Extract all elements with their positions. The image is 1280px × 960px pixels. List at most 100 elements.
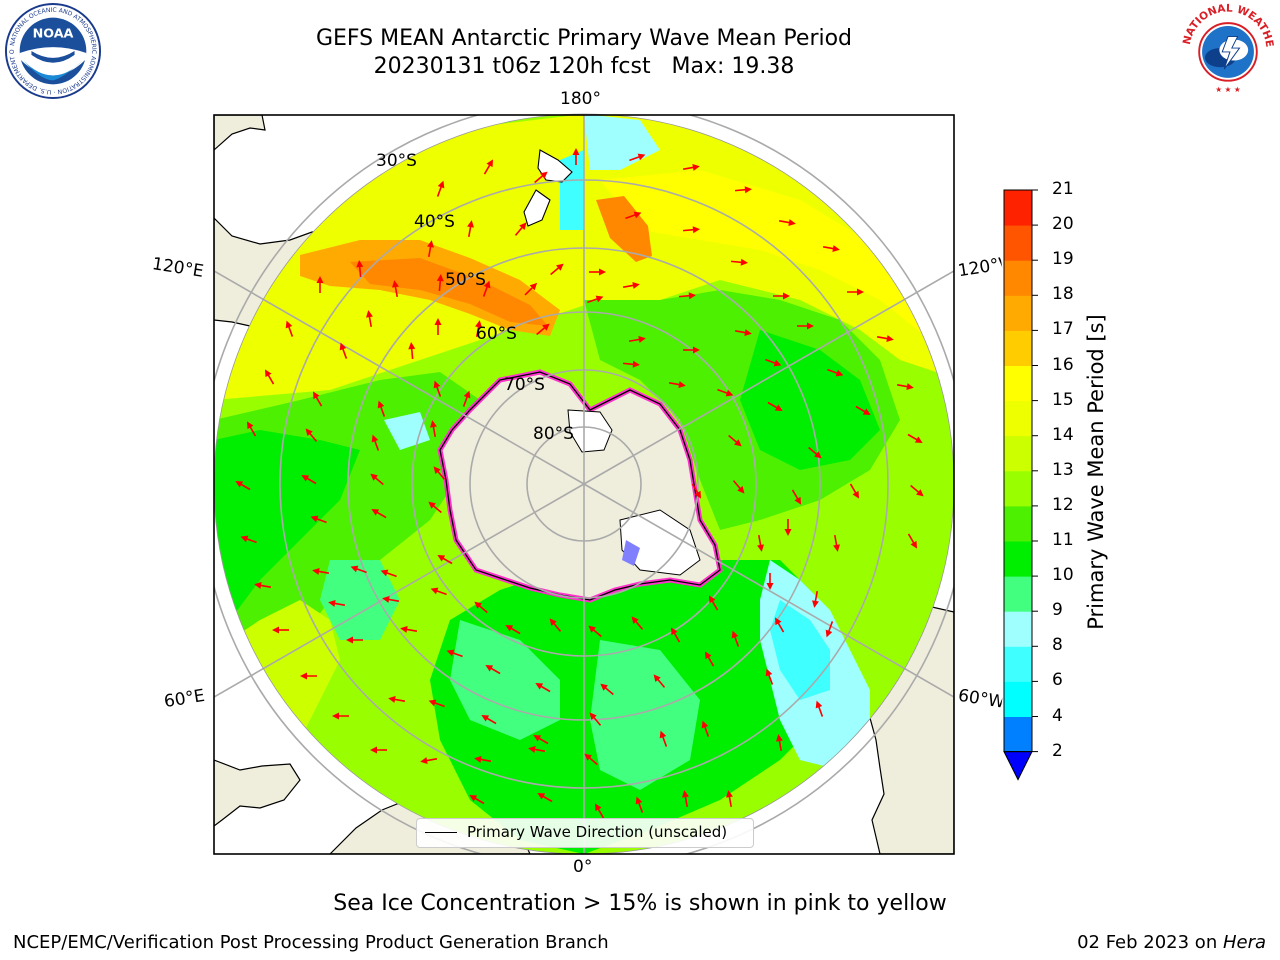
wave-direction-arrow [483, 159, 493, 175]
wave-direction-arrow [907, 533, 917, 549]
wave-direction-arrow [247, 421, 257, 437]
lat-label-70s: 70°S [504, 375, 545, 395]
wave-direction-arrow [469, 795, 485, 805]
wave-direction-arrow [474, 756, 492, 763]
colorbar-segment [1004, 400, 1032, 437]
wave-direction-arrow [584, 753, 598, 766]
wave-direction-arrow [766, 573, 774, 590]
wave-direction-arrow [791, 489, 801, 505]
wave-direction-arrow [631, 616, 644, 630]
wave-direction-arrow [659, 730, 668, 747]
colorbar-tick-label: 20 [1052, 214, 1074, 235]
wave-direction-arrow [728, 434, 742, 447]
svg-text:NOAA: NOAA [33, 26, 74, 41]
wave-direction-arrow [833, 534, 840, 552]
wave-direction-arrow [240, 535, 257, 544]
wave-direction-arrow [732, 480, 745, 494]
wave-direction-arrow [430, 587, 447, 596]
graticule [214, 115, 954, 854]
wave-direction-arrow [876, 335, 894, 342]
colorbar-extend-arrow [1003, 751, 1033, 781]
nws-logo-icon: NATIONAL WEATHER SERVICE ★ ★ ★ [1180, 2, 1275, 97]
wave-direction-arrow [808, 446, 822, 459]
wave-direction-arrow [731, 630, 740, 647]
colorbar-tick-label: 4 [1052, 705, 1063, 726]
wave-direction-arrow [587, 295, 604, 304]
wave-direction-arrow [595, 803, 605, 819]
colorbar-segment [1004, 716, 1032, 753]
chart-subtitle: 20230131 t06z 120h fcst Max: 19.38 [373, 54, 795, 79]
wave-direction-arrow [272, 626, 289, 634]
wave-direction-arrow [812, 590, 819, 608]
wave-direction-arrow [533, 735, 549, 745]
wave-direction-arrow [428, 699, 445, 708]
lat-label-40s: 40°S [414, 212, 455, 232]
wave-direction-arrow [346, 636, 363, 644]
wave-direction-arrow [778, 219, 796, 226]
wave-direction-arrow [765, 358, 782, 367]
map-legend: Primary Wave Direction (unscaled) [416, 818, 754, 848]
wave-direction-arrow [534, 171, 548, 184]
footer-date: 02 Feb 2023 on Hera [1077, 932, 1266, 953]
wave-direction-arrow [356, 260, 364, 278]
colorbar-tick-label: 16 [1052, 354, 1074, 375]
lat-label-30s: 30°S [376, 151, 417, 171]
wave-direction-arrow [339, 342, 348, 359]
wave-direction-arrow [301, 475, 317, 485]
wave-direction-arrow [475, 320, 482, 338]
colorbar-segment [1004, 365, 1032, 402]
wave-direction-arrow [420, 757, 438, 764]
wave-direction-arrow [691, 483, 701, 499]
colorbar-tick-label: 21 [1052, 179, 1074, 199]
colorbar-tick-label: 12 [1052, 494, 1074, 515]
wave-direction-arrow [767, 401, 783, 411]
wave-direction-arrow [536, 323, 550, 336]
wave-direction-arrow [467, 220, 474, 238]
wave-direction-arrow [730, 258, 748, 266]
lat-label-50s: 50°S [445, 270, 486, 290]
wave-direction-arrow [370, 746, 387, 754]
wave-direction-arrow [505, 625, 521, 635]
wave-direction-arrow [773, 292, 790, 300]
wave-direction-arrow [312, 568, 330, 575]
colorbar-segment [1004, 295, 1032, 331]
colorbar-tick-label: 13 [1052, 459, 1074, 480]
colorbar-tick-label: 8 [1052, 635, 1063, 656]
svg-text:★ ★ ★: ★ ★ ★ [1215, 85, 1241, 94]
wave-direction-arrow [629, 153, 646, 162]
colorbar-tick-label: 10 [1052, 565, 1074, 586]
wave-direction-arrow [436, 180, 445, 197]
lon-label-0: 0° [573, 857, 593, 877]
wave-direction-arrow [653, 674, 666, 688]
wave-direction-arrow [815, 700, 824, 717]
wave-direction-arrow [776, 734, 783, 752]
wave-direction-arrow [682, 164, 700, 171]
wave-direction-arrow [434, 318, 442, 335]
land-madagascar [214, 759, 301, 827]
wave-direction-arrow [254, 582, 272, 589]
lat-label-80s: 80°S [533, 424, 574, 444]
wave-direction-arrow [265, 369, 275, 385]
colorbar-tick-label: 14 [1052, 424, 1074, 445]
wave-direction-arrow [485, 665, 501, 675]
wave-direction-arrow [549, 618, 562, 632]
colorbar-segment [1004, 435, 1032, 472]
wave-direction-arrow [855, 405, 871, 415]
wave-direction-arrow [537, 793, 553, 803]
wave-direction-arrow [625, 211, 642, 220]
wave-direction-arrow [433, 380, 442, 397]
wave-direction-arrow [635, 796, 644, 813]
wave-direction-arrow [896, 383, 914, 390]
wave-direction-arrow [683, 346, 700, 354]
wave-direction-arrow [784, 519, 792, 536]
noaa-logo-icon: NOAA NATIONAL OCEANIC AND ATMOSPHERIC AD… [4, 2, 102, 100]
footer-machine: Hera [1222, 932, 1266, 953]
wave-direction-arrow [285, 320, 294, 337]
colorbar-tick-label: 6 [1052, 670, 1063, 691]
wave-direction-arrow [430, 420, 437, 438]
colorbar-segment [1004, 681, 1032, 717]
wave-direction-arrow [305, 428, 318, 442]
map-frame [213, 114, 955, 855]
colorbar-tick-label: 11 [1052, 530, 1074, 550]
colorbar-tick-label: 18 [1052, 284, 1074, 305]
